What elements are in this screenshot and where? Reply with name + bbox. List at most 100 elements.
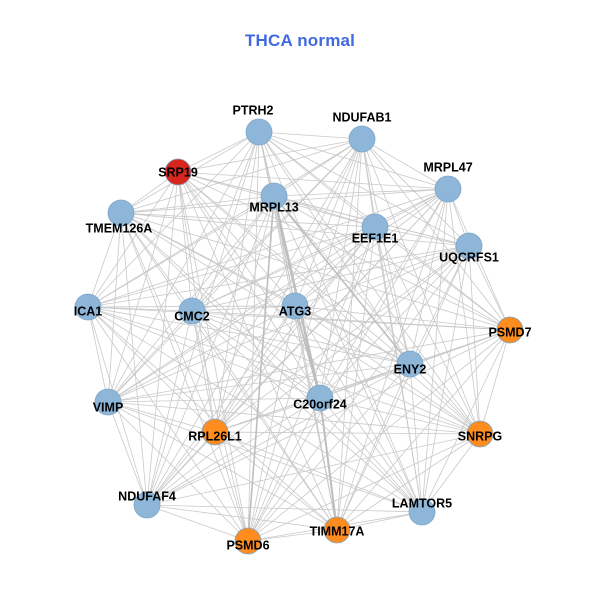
edge (177, 171, 296, 307)
node-label-NDUFAB1: NDUFAB1 (332, 110, 391, 124)
edge (214, 431, 249, 542)
edge (374, 226, 411, 365)
edge (468, 245, 511, 331)
edge (214, 226, 376, 433)
node-TMEM126A[interactable] (107, 199, 135, 227)
edge (319, 397, 481, 435)
edge (214, 431, 423, 513)
node-PTRH2[interactable] (245, 118, 273, 146)
edge (214, 131, 260, 433)
node-label-EEF1E1: EEF1E1 (352, 231, 399, 245)
node-label-PSMD6: PSMD6 (226, 538, 269, 552)
edge (107, 131, 260, 403)
edge (319, 188, 449, 399)
edge (107, 401, 481, 435)
edge (146, 195, 275, 506)
edge (107, 226, 376, 403)
edge (336, 329, 511, 531)
node-label-VIMP: VIMP (93, 400, 124, 414)
edge (191, 310, 511, 331)
edge (87, 306, 249, 542)
edge (107, 138, 363, 403)
node-label-TIMM17A: TIMM17A (310, 524, 365, 538)
edge (273, 195, 376, 228)
edge (273, 138, 363, 197)
node-TIMM17A[interactable] (323, 516, 351, 544)
node-PSMD6[interactable] (234, 527, 262, 555)
node-VIMP[interactable] (94, 388, 122, 416)
node-label-C20orf24: C20orf24 (293, 397, 347, 411)
edge (107, 188, 449, 403)
edge (421, 433, 481, 513)
node-NDUFAB1[interactable] (348, 125, 376, 153)
edge (214, 431, 481, 435)
edge (191, 310, 338, 531)
edge (146, 310, 193, 506)
node-MRPL47[interactable] (434, 175, 462, 203)
node-label-MRPL47: MRPL47 (423, 160, 472, 174)
edge (87, 306, 109, 403)
edge (361, 138, 470, 247)
edge (107, 245, 470, 403)
node-RPL26L1[interactable] (201, 418, 229, 446)
node-C20orf24[interactable] (306, 384, 334, 412)
edge (247, 188, 449, 542)
edge (319, 363, 411, 399)
edge (374, 226, 481, 435)
edge (146, 329, 511, 506)
edge (177, 171, 411, 365)
node-NDUFAF4[interactable] (133, 491, 161, 519)
node-MRPL13[interactable] (260, 182, 288, 210)
edge (120, 212, 249, 542)
node-ICA1[interactable] (74, 293, 102, 321)
edge (107, 171, 179, 403)
edge (336, 363, 411, 531)
edge (294, 305, 511, 331)
node-SNRPG[interactable] (466, 420, 494, 448)
edge (319, 397, 338, 531)
edge (107, 363, 411, 403)
edge (294, 188, 449, 307)
node-CMC2[interactable] (178, 297, 206, 325)
node-label-PSMD7: PSMD7 (488, 325, 531, 339)
node-label-UQCRFS1: UQCRFS1 (439, 250, 499, 264)
edge (120, 212, 423, 513)
node-label-ATG3: ATG3 (279, 304, 311, 318)
node-SRP19[interactable] (164, 158, 192, 186)
node-ENY2[interactable] (396, 350, 424, 378)
edge (409, 188, 449, 365)
edge (247, 397, 321, 542)
node-label-RPL26L1: RPL26L1 (188, 429, 242, 443)
edge (87, 195, 275, 308)
node-EEF1E1[interactable] (361, 213, 389, 241)
edge (120, 212, 216, 433)
edge (107, 329, 511, 403)
edge (247, 245, 470, 542)
edge (120, 212, 511, 331)
edge (247, 363, 411, 542)
edge (87, 306, 216, 433)
edge (191, 226, 376, 312)
edge (120, 212, 470, 247)
chart-title: THCA normal (244, 31, 356, 50)
edge (319, 245, 470, 399)
edge (107, 401, 148, 506)
edge (146, 433, 481, 506)
node-LAMTOR5[interactable] (408, 498, 436, 526)
edge (177, 171, 511, 331)
edge (336, 511, 423, 531)
edge (421, 329, 511, 513)
node-PSMD7[interactable] (496, 316, 524, 344)
edge (107, 397, 321, 403)
edge (120, 212, 338, 531)
edge (120, 195, 275, 214)
edge (421, 188, 449, 513)
node-UQCRFS1[interactable] (455, 232, 483, 260)
edge (247, 529, 338, 542)
edge (294, 305, 481, 435)
edge (294, 226, 376, 307)
edge (258, 131, 376, 228)
edge (273, 188, 449, 197)
node-ATG3[interactable] (281, 292, 309, 320)
